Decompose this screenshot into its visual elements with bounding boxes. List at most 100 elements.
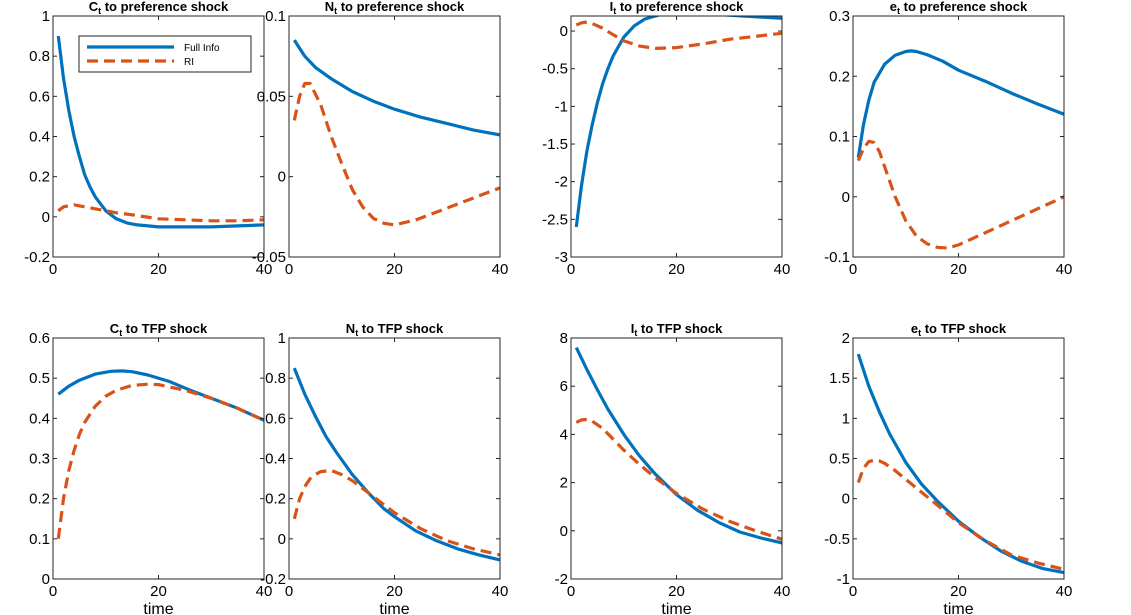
x-tick-label: 0 bbox=[567, 261, 575, 278]
y-tick-label: 0 bbox=[42, 209, 50, 226]
x-tick-label: 0 bbox=[567, 583, 575, 600]
series-line-full-info bbox=[292, 39, 500, 137]
x-tick-label: 20 bbox=[386, 261, 403, 278]
y-tick-label: 0.1 bbox=[265, 8, 286, 25]
y-tick-label: 0.3 bbox=[829, 8, 850, 25]
x-tick-label: 20 bbox=[150, 261, 167, 278]
series-line-ri bbox=[56, 382, 264, 540]
y-tick-label: 0.2 bbox=[829, 68, 850, 85]
series-line-ri bbox=[575, 417, 782, 541]
x-axis-label: time bbox=[379, 601, 409, 615]
panel-title: Nt to TFP shock bbox=[346, 321, 444, 338]
y-tick-label: -2.5 bbox=[542, 211, 568, 228]
x-tick-label: 40 bbox=[1056, 261, 1073, 278]
x-tick-label: 40 bbox=[1056, 583, 1073, 600]
x-tick-label: 40 bbox=[774, 583, 791, 600]
legend-label-ri: RI bbox=[184, 57, 194, 68]
panel-4: 0 20 40-0.100.10.20.3et to preference shoc… bbox=[824, 0, 1072, 278]
y-tick-label: 0.5 bbox=[29, 370, 50, 387]
plot-area bbox=[853, 16, 1064, 257]
y-tick-label: -3 bbox=[555, 249, 568, 266]
y-tick-label: 0.8 bbox=[265, 370, 286, 387]
series-line-ri bbox=[292, 468, 500, 557]
plot-area bbox=[853, 338, 1064, 579]
y-tick-label: 0.6 bbox=[29, 88, 50, 105]
y-tick-label: 0.2 bbox=[29, 491, 50, 508]
y-tick-label: 0.6 bbox=[265, 410, 286, 427]
y-tick-label: 0.6 bbox=[29, 330, 50, 347]
panel-3: 0 20 40 -3 -2.5 -2 -1.5 -1 -0.5 0 It to preference… bbox=[542, 0, 790, 278]
y-tick-label: 4 bbox=[560, 426, 568, 443]
y-tick-label: 0 bbox=[842, 189, 850, 206]
y-tick-label: 0 bbox=[560, 523, 568, 540]
y-tick-label: 0.8 bbox=[29, 48, 50, 65]
y-tick-label: 0.2 bbox=[29, 169, 50, 186]
x-axis-label: time bbox=[143, 601, 173, 615]
y-tick-label: -0.2 bbox=[260, 571, 286, 588]
panel-title: et to TFP shock bbox=[911, 321, 1007, 338]
panel-title: Ct to TFP shock bbox=[110, 321, 208, 338]
series-line-ri bbox=[856, 139, 1064, 250]
y-tick-label: 1 bbox=[42, 8, 50, 25]
y-tick-label: -0.1 bbox=[824, 249, 850, 266]
panel-title: It to preference shock bbox=[610, 0, 745, 16]
series-line-full-info bbox=[56, 35, 264, 229]
x-tick-label: 40 bbox=[492, 261, 509, 278]
legend-label-full-info: Full Info bbox=[184, 43, 220, 54]
y-tick-label: -1 bbox=[837, 571, 850, 588]
y-tick-label: 0.4 bbox=[29, 129, 50, 146]
y-tick-label: -2 bbox=[555, 571, 568, 588]
series-line-full-info bbox=[574, 16, 782, 228]
y-tick-label: -1 bbox=[555, 98, 568, 115]
y-tick-label: 0 bbox=[560, 23, 568, 40]
series-line-ri bbox=[575, 20, 782, 51]
plot-area bbox=[289, 16, 500, 257]
plot-area bbox=[53, 338, 264, 579]
y-tick-label: 0.05 bbox=[257, 88, 286, 105]
series-line-full-info bbox=[856, 353, 1064, 575]
y-tick-label: 0.5 bbox=[829, 451, 850, 468]
y-tick-label: 6 bbox=[560, 378, 568, 395]
y-tick-label: 1 bbox=[278, 330, 286, 347]
x-tick-label: 20 bbox=[150, 583, 167, 600]
y-tick-label: 0 bbox=[278, 531, 286, 548]
y-tick-label: 2 bbox=[842, 330, 850, 347]
y-tick-label: -2 bbox=[555, 174, 568, 191]
x-tick-label: 0 bbox=[285, 261, 293, 278]
x-tick-label: 40 bbox=[774, 261, 791, 278]
series-line-full-info bbox=[856, 49, 1064, 158]
x-tick-label: 20 bbox=[950, 583, 967, 600]
y-tick-label: 1.5 bbox=[829, 370, 850, 387]
plot-area bbox=[571, 338, 782, 579]
x-tick-label: 0 bbox=[49, 583, 57, 600]
panel-8: 0 20 40 -1 -0.5 0 0.5 1 1.5 2 et to TFP shock time bbox=[824, 321, 1072, 615]
y-tick-label: -1.5 bbox=[542, 136, 568, 153]
y-tick-label: 0 bbox=[42, 571, 50, 588]
panel-title: Nt to preference shock bbox=[325, 0, 465, 16]
x-tick-label: 0 bbox=[849, 583, 857, 600]
series-line-full-info bbox=[574, 346, 782, 545]
y-tick-label: -0.05 bbox=[252, 249, 286, 266]
x-axis-label: time bbox=[661, 601, 691, 615]
x-tick-label: 20 bbox=[386, 583, 403, 600]
y-tick-label: 0 bbox=[842, 491, 850, 508]
x-tick-label: 40 bbox=[492, 583, 509, 600]
x-tick-label: 20 bbox=[668, 261, 685, 278]
y-tick-label: -0.2 bbox=[24, 249, 50, 266]
legend-box bbox=[78, 35, 252, 73]
x-tick-label: 20 bbox=[950, 261, 967, 278]
panel-title: Ct to preference shock bbox=[89, 0, 229, 16]
y-tick-label: 0.4 bbox=[29, 410, 50, 427]
x-tick-label: 0 bbox=[285, 583, 293, 600]
panel-5: 0 20 40 0 0.1 0.2 0.3 0.4 0.5 0.6 Ct to TFP shock t… bbox=[29, 321, 272, 615]
series-line-ri bbox=[57, 203, 264, 223]
panel-title: It to TFP shock bbox=[631, 321, 723, 338]
y-tick-label: 1 bbox=[842, 410, 850, 427]
panel-title: et to preference shock bbox=[890, 0, 1028, 16]
y-tick-label: -0.5 bbox=[542, 61, 568, 78]
x-tick-label: 40 bbox=[256, 261, 273, 278]
y-tick-label: 2 bbox=[560, 475, 568, 492]
